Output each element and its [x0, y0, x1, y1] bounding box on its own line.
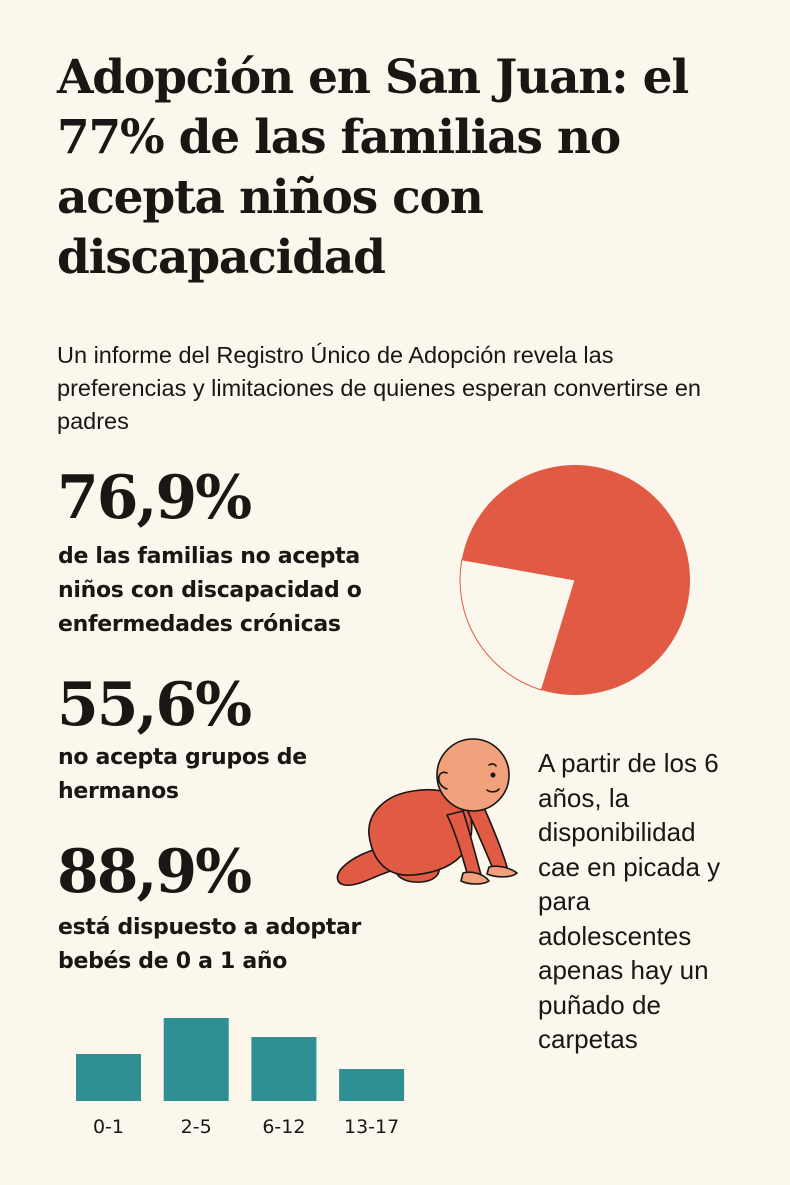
bar-label-0-1: 0-1 [93, 1116, 124, 1138]
side-note: A partir de los 6 años, la disponibilida… [538, 748, 721, 1054]
stat-value-siblings: 55,6% [57, 670, 252, 740]
bar-label-6-12: 6-12 [262, 1116, 305, 1138]
headline: Adopción en San Juan: el 77% de las fami… [57, 50, 689, 285]
pie-slice-acepta [459, 559, 576, 691]
subtitle: Un informe del Registro Único de Adopció… [57, 342, 701, 434]
stat-description-babies: está dispuesto a adoptar bebés de 0 a 1 … [58, 915, 362, 974]
bar-13-17 [339, 1069, 405, 1101]
crawling-baby-icon [336, 738, 518, 887]
stat-description-disability: de las familias no acepta niños con disc… [58, 544, 362, 637]
bar-6-12 [251, 1037, 317, 1101]
bar-0-1 [76, 1054, 141, 1101]
bar-label-2-5: 2-5 [181, 1116, 212, 1138]
bar-2-5 [163, 1018, 229, 1101]
stat-description-siblings: no acepta grupos de hermanos [58, 745, 307, 804]
stat-value-disability: 76,9% [57, 463, 252, 533]
pie-slice-no-acepta [461, 464, 690, 695]
stat-value-babies: 88,9% [57, 837, 252, 907]
bar-label-13-17: 13-17 [344, 1116, 399, 1138]
